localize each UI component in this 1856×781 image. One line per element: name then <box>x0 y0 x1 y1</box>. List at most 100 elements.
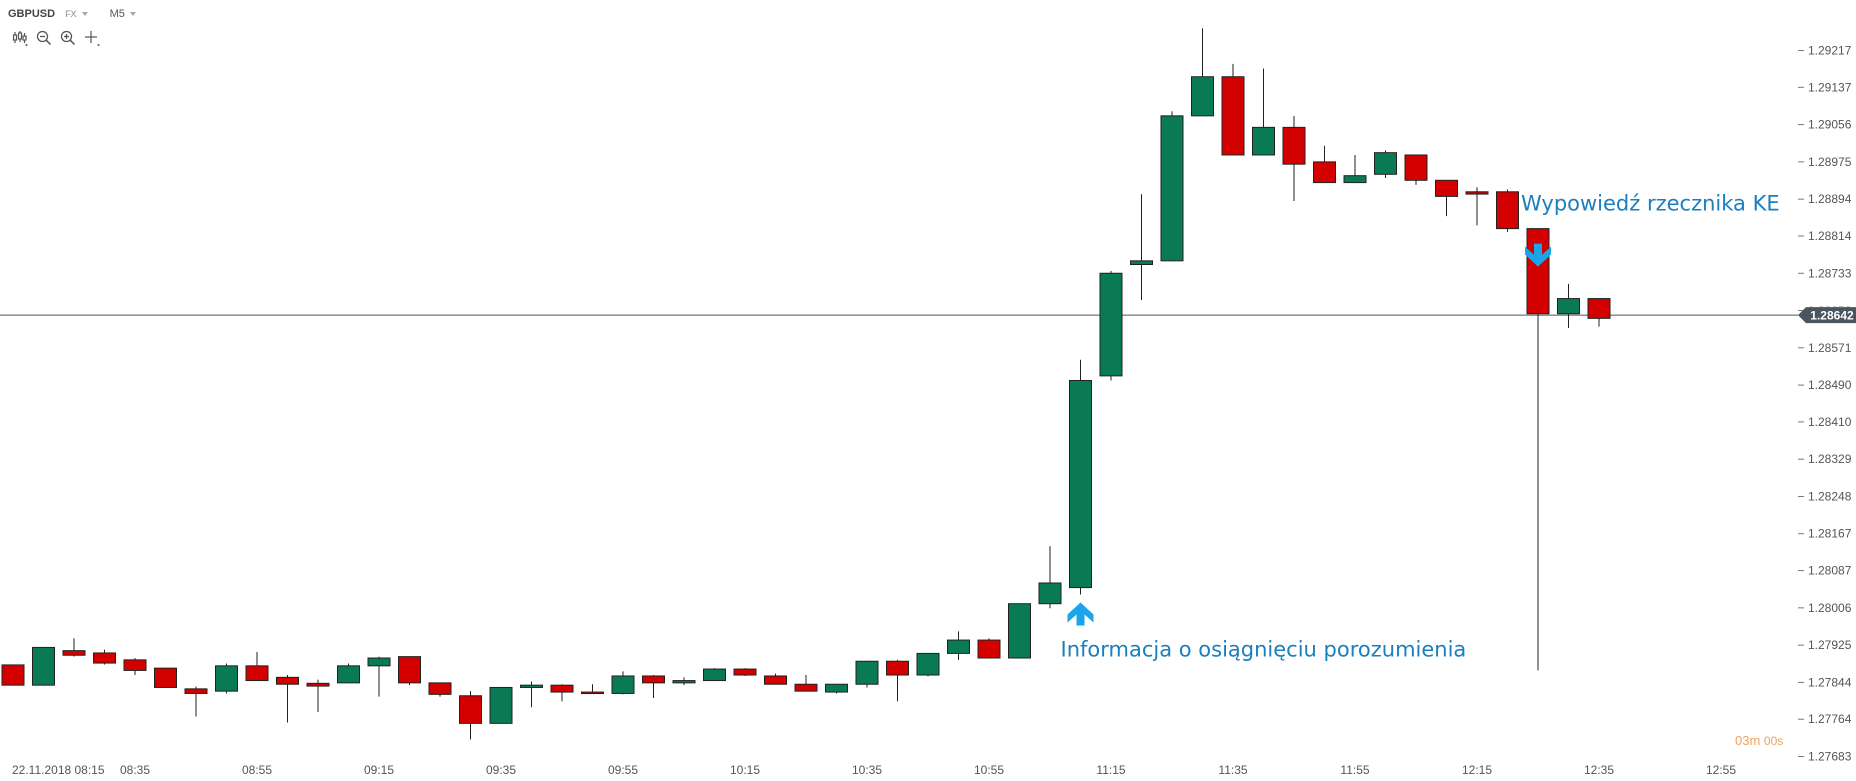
candle <box>642 675 665 699</box>
candle-body <box>794 683 818 692</box>
candle <box>1 664 25 686</box>
price-tag-shape <box>1798 307 1856 324</box>
candle <box>1435 179 1458 217</box>
candle-body <box>733 668 757 676</box>
annotation-label: Informacja o osiągnięciu porozumienia <box>1061 637 1467 661</box>
candle <box>1526 228 1550 671</box>
candle <box>1221 63 1245 156</box>
candle <box>581 684 604 695</box>
candle <box>1008 603 1031 659</box>
candle-body <box>1252 126 1275 156</box>
candle-body <box>489 686 513 724</box>
y-tick-label: 1.28975 <box>1808 155 1852 169</box>
y-tick-label: 1.28814 <box>1808 229 1852 243</box>
candle <box>276 675 299 723</box>
y-tick-label: 1.27683 <box>1808 750 1852 764</box>
candle-body <box>1404 154 1428 181</box>
candle-body <box>977 639 1001 659</box>
y-tick-label: 1.28733 <box>1808 266 1852 280</box>
annotation-label: Wypowiedź rzecznika KE <box>1521 192 1780 216</box>
y-tick-label: 1.28329 <box>1808 452 1852 466</box>
x-tick-label: 11:55 <box>1340 763 1369 777</box>
candle <box>1404 154 1428 185</box>
y-tick-label: 1.28006 <box>1808 601 1852 615</box>
y-tick-label: 1.29217 <box>1808 44 1852 58</box>
candle-body <box>886 660 909 676</box>
candle-body <box>1374 152 1397 175</box>
candle-body <box>337 665 360 684</box>
candle <box>337 663 360 684</box>
candle <box>1343 154 1367 184</box>
market-dropdown[interactable]: FX <box>65 9 88 19</box>
candle <box>489 686 513 724</box>
candle <box>733 668 757 676</box>
y-tick-label: 1.29056 <box>1808 118 1852 132</box>
candle <box>550 684 574 702</box>
candle <box>794 675 818 692</box>
timeframe-dropdown[interactable]: M5 <box>110 8 136 20</box>
candle <box>428 682 452 697</box>
candle <box>1160 111 1184 262</box>
candle-body <box>916 652 940 676</box>
candle-body <box>1008 603 1031 659</box>
candle <box>764 673 787 685</box>
candle-body <box>703 668 726 682</box>
candle <box>520 681 543 708</box>
current-price-tag: 1.28642 <box>1798 307 1856 324</box>
chart-toolbar: GBPUSD FX M5 <box>8 6 136 22</box>
candle-body <box>825 683 848 693</box>
y-tick-label: 1.27764 <box>1808 712 1852 726</box>
candle <box>1557 283 1580 329</box>
indicators-icon[interactable] <box>12 30 28 46</box>
candle-body <box>398 656 421 684</box>
candle <box>672 677 696 686</box>
zoom-in-icon[interactable] <box>60 30 76 46</box>
candle-body <box>1587 298 1611 319</box>
candle-body <box>1313 161 1336 184</box>
candle <box>1069 359 1092 595</box>
candle <box>215 663 238 694</box>
timeframe-label: M5 <box>109 8 125 20</box>
candle-body <box>123 659 147 671</box>
candle <box>154 667 177 688</box>
candle <box>398 656 421 686</box>
arrow-up-icon <box>1067 602 1094 626</box>
candle-body <box>520 684 543 688</box>
candle <box>93 649 116 665</box>
zoom-out-icon[interactable] <box>36 30 52 46</box>
x-tick-label: 10:35 <box>852 763 882 777</box>
candle-body <box>1526 228 1550 315</box>
y-tick-label: 1.28894 <box>1808 192 1852 206</box>
x-tick-label: 12:55 <box>1706 763 1736 777</box>
candle <box>916 652 940 677</box>
bar-countdown-timer: 03m 00s <box>1735 733 1783 748</box>
candle-body <box>276 676 299 685</box>
candle-body <box>611 675 635 694</box>
y-tick-label: 1.28248 <box>1808 489 1852 503</box>
current-price-label: 1.28642 <box>1810 309 1854 323</box>
candle-body <box>367 657 391 667</box>
candle-body <box>1099 272 1123 377</box>
chevron-down-icon <box>129 12 136 16</box>
candle <box>703 668 726 682</box>
candle <box>825 683 848 694</box>
x-tick-label: 10:15 <box>730 763 760 777</box>
symbol-label: GBPUSD <box>8 8 56 20</box>
candle-body <box>1465 191 1489 195</box>
candle-body <box>459 695 482 724</box>
chart-tools <box>12 30 100 46</box>
candle-body <box>1130 260 1153 266</box>
y-tick-label: 1.27925 <box>1808 638 1852 652</box>
market-label: FX <box>65 9 77 19</box>
crosshair-icon[interactable] <box>84 30 100 46</box>
candle-body <box>855 660 879 685</box>
y-tick-label: 1.28087 <box>1808 564 1852 578</box>
timer-seconds: 00s <box>1763 734 1784 748</box>
candle-body <box>1191 76 1214 117</box>
candle-body <box>1435 179 1458 197</box>
candle <box>1496 189 1519 232</box>
candle-body <box>93 652 116 664</box>
candle <box>886 659 909 702</box>
candle <box>1099 270 1123 381</box>
